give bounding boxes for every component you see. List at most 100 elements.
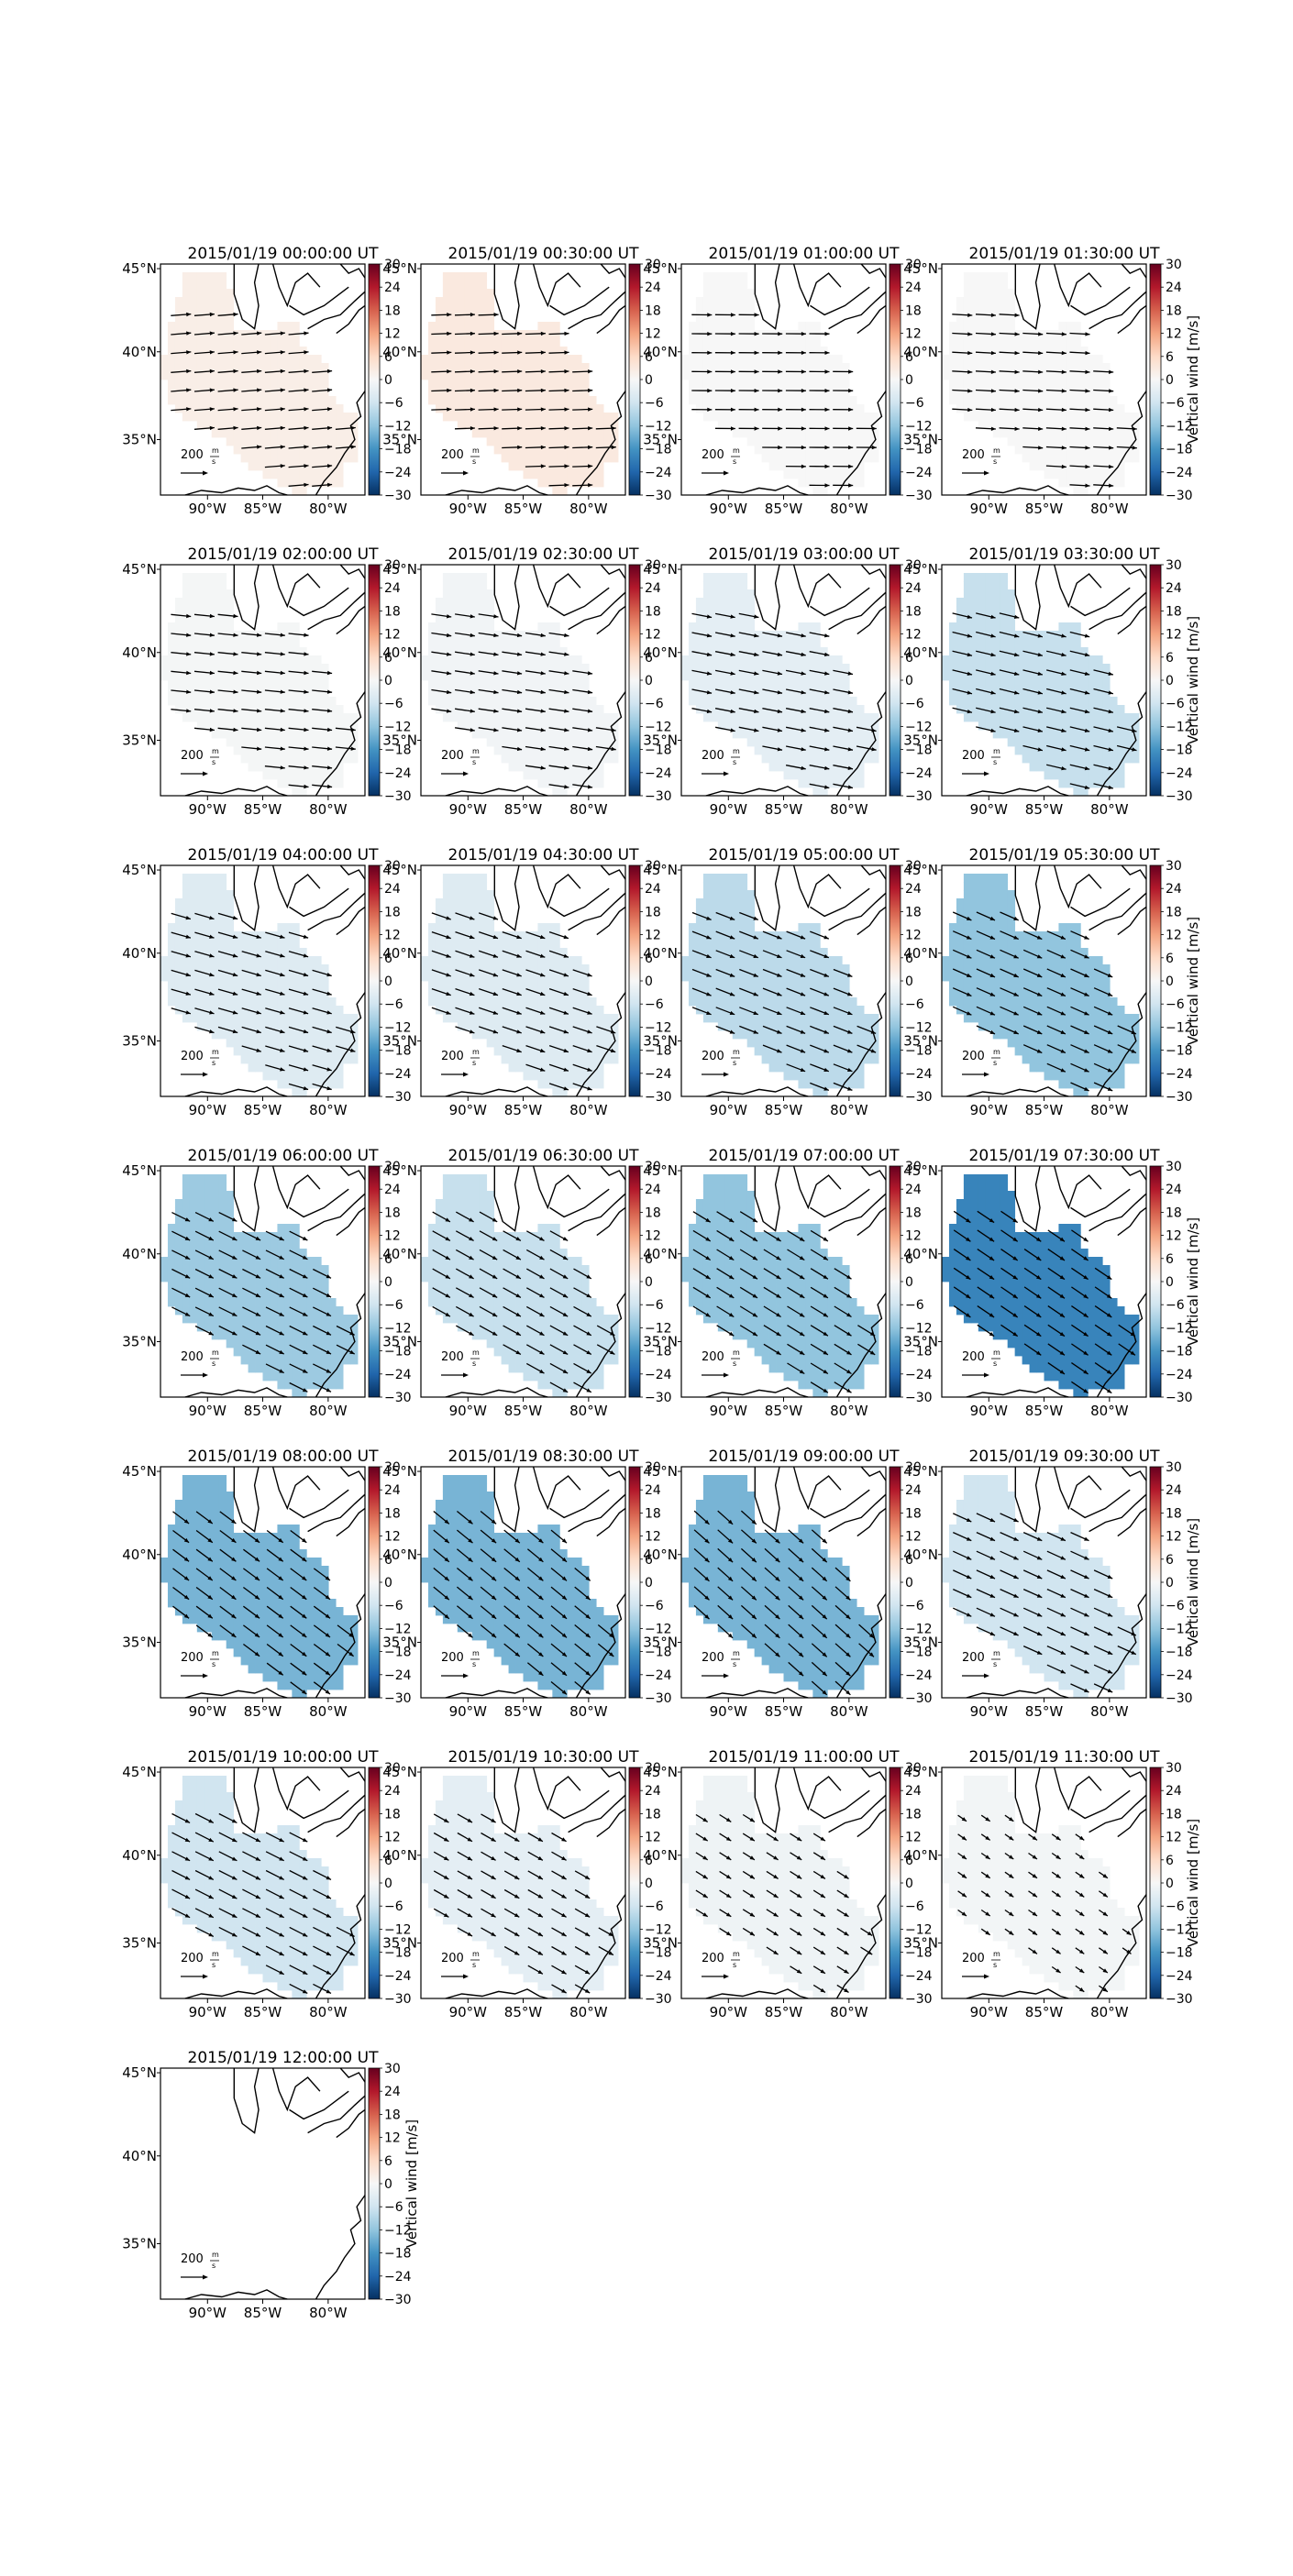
heatmap-cell bbox=[820, 655, 828, 665]
heatmap-cell bbox=[1080, 787, 1089, 797]
heatmap-cell bbox=[1102, 763, 1111, 772]
heatmap-cell bbox=[746, 664, 756, 673]
heatmap-cell bbox=[284, 421, 293, 430]
wind-arrow-head bbox=[1084, 690, 1090, 695]
heatmap-cell bbox=[255, 396, 263, 405]
heatmap-cell bbox=[1080, 771, 1089, 780]
heatmap-cell bbox=[1102, 738, 1111, 747]
heatmap-cell bbox=[471, 314, 481, 323]
heatmap-cell bbox=[842, 429, 850, 438]
heatmap-cell bbox=[1066, 413, 1074, 422]
heatmap-cell bbox=[1051, 338, 1059, 347]
wind-arrow-head bbox=[516, 728, 523, 732]
heatmap-cell bbox=[255, 697, 263, 706]
wind-arrow-head bbox=[257, 350, 262, 355]
heatmap-cell bbox=[1095, 754, 1103, 764]
heatmap-cell bbox=[688, 664, 697, 673]
heatmap-cell bbox=[226, 639, 235, 648]
heatmap-cell bbox=[567, 738, 575, 747]
heatmap-cell bbox=[1073, 363, 1081, 372]
heatmap-cell bbox=[306, 413, 315, 422]
heatmap-cell bbox=[842, 479, 850, 488]
heatmap-cell bbox=[1124, 413, 1133, 422]
heatmap-cell bbox=[211, 973, 220, 982]
wind-arrow-head bbox=[470, 426, 475, 431]
coastline-path bbox=[1096, 691, 1147, 797]
heatmap-cell bbox=[277, 363, 285, 372]
heatmap-cell bbox=[449, 338, 459, 347]
heatmap-cell bbox=[196, 371, 205, 380]
scale-unit-denominator: s bbox=[993, 758, 997, 766]
wind-arrow-head bbox=[824, 690, 830, 695]
heatmap-cell bbox=[277, 746, 285, 755]
lon-tick-label: 80°W bbox=[309, 801, 348, 818]
heatmap-cell bbox=[768, 655, 777, 665]
heatmap-cell bbox=[515, 380, 524, 389]
heatmap-cell bbox=[292, 738, 300, 747]
panel-title: 2015/01/19 03:00:00 UT bbox=[709, 545, 901, 564]
heatmap-cell bbox=[328, 705, 337, 714]
heatmap-cell bbox=[864, 730, 872, 739]
colorbar-tick-label: 6 bbox=[905, 350, 913, 365]
heatmap-cell bbox=[790, 754, 799, 764]
heatmap-cell bbox=[963, 289, 972, 298]
heatmap-cell bbox=[471, 330, 481, 339]
heatmap-cell bbox=[1117, 421, 1125, 430]
heatmap-cell bbox=[783, 688, 791, 698]
heatmap-cell bbox=[1073, 680, 1081, 689]
heatmap-cell bbox=[978, 380, 987, 389]
heatmap-cell bbox=[350, 437, 359, 446]
heatmap-cell bbox=[798, 421, 806, 430]
heatmap-cell bbox=[343, 421, 351, 430]
heatmap-cell bbox=[196, 874, 205, 883]
heatmap-cell bbox=[284, 338, 293, 347]
heatmap-cell bbox=[449, 713, 459, 722]
heatmap-cell bbox=[270, 388, 278, 397]
heatmap-cell bbox=[204, 915, 213, 924]
heatmap-cell bbox=[790, 371, 799, 380]
wind-arrow-head bbox=[824, 765, 830, 770]
wind-arrow-head bbox=[209, 633, 215, 637]
wind-arrow-head bbox=[1061, 633, 1066, 638]
heatmap-cell bbox=[174, 355, 183, 364]
wind-arrow-head bbox=[824, 464, 830, 468]
heatmap-cell bbox=[189, 931, 198, 941]
heatmap-cell bbox=[1058, 338, 1066, 347]
heatmap-cell bbox=[523, 697, 531, 706]
heatmap-cell bbox=[486, 664, 495, 673]
heatmap-cell bbox=[739, 589, 748, 599]
heatmap-cell bbox=[226, 1006, 235, 1015]
wind-arrow-head bbox=[257, 633, 262, 637]
heatmap-cell bbox=[1066, 754, 1074, 764]
heatmap-cell bbox=[182, 330, 191, 339]
heatmap-cell bbox=[761, 721, 769, 731]
lon-tick-label: 80°W bbox=[1090, 801, 1129, 818]
heatmap-cells bbox=[942, 272, 1140, 496]
heatmap-cell bbox=[761, 631, 769, 640]
colorbar bbox=[1149, 263, 1162, 496]
heatmap-cell bbox=[248, 754, 256, 764]
wind-arrow-head bbox=[280, 652, 285, 656]
heatmap-cell bbox=[812, 647, 821, 656]
heatmap-cell bbox=[530, 721, 538, 731]
heatmap-cell bbox=[189, 614, 198, 623]
heatmap-cell bbox=[515, 429, 524, 438]
heatmap-cell bbox=[567, 396, 575, 405]
wind-arrow-head bbox=[777, 652, 782, 657]
heatmap-cell bbox=[567, 388, 575, 397]
wind-arrow-head bbox=[280, 445, 285, 449]
heatmap-cell bbox=[189, 874, 198, 883]
heatmap-cell bbox=[1044, 446, 1052, 455]
heatmap-cell bbox=[948, 363, 957, 372]
heatmap-cell bbox=[240, 672, 249, 681]
heatmap-cell bbox=[985, 664, 994, 673]
heatmap-cell bbox=[942, 371, 950, 380]
heatmap-cell bbox=[567, 446, 575, 455]
heatmap-cell bbox=[790, 363, 799, 372]
coastline-path bbox=[289, 286, 349, 316]
heatmap-cell bbox=[486, 347, 495, 356]
heatmap-cell bbox=[1073, 664, 1081, 673]
wind-arrow-head bbox=[257, 689, 262, 694]
heatmap-cell bbox=[985, 589, 994, 599]
heatmap-cell bbox=[262, 738, 271, 747]
